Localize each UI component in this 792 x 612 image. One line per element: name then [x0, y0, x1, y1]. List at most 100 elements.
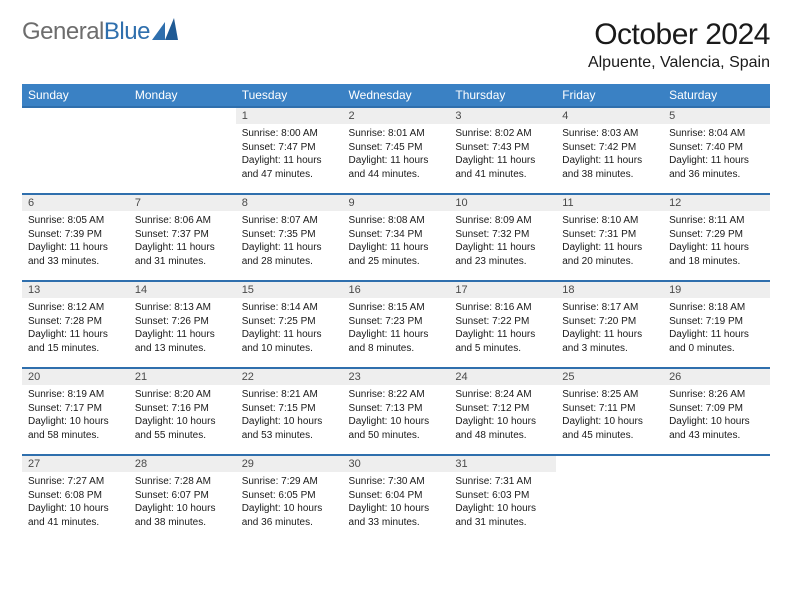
sunset-line: Sunset: 7:16 PM [135, 402, 230, 416]
brand-part2: Blue [104, 18, 150, 46]
sunrise-line: Sunrise: 8:22 AM [349, 388, 444, 402]
day-number-cell: 14 [129, 281, 236, 298]
daylight-line: Daylight: 11 hours and 5 minutes. [455, 328, 550, 355]
weekday-header: Monday [129, 84, 236, 107]
sunrise-line: Sunrise: 8:00 AM [242, 127, 337, 141]
day-number-cell [663, 455, 770, 472]
day-content-cell: Sunrise: 8:09 AMSunset: 7:32 PMDaylight:… [449, 211, 556, 281]
daylight-line: Daylight: 11 hours and 23 minutes. [455, 241, 550, 268]
day-number-row: 2728293031 [22, 455, 770, 472]
day-number-row: 13141516171819 [22, 281, 770, 298]
sunrise-line: Sunrise: 8:15 AM [349, 301, 444, 315]
month-title: October 2024 [588, 18, 770, 52]
sunrise-line: Sunrise: 8:14 AM [242, 301, 337, 315]
sunset-line: Sunset: 7:26 PM [135, 315, 230, 329]
day-number-cell: 10 [449, 194, 556, 211]
day-number-cell: 15 [236, 281, 343, 298]
sunset-line: Sunset: 7:13 PM [349, 402, 444, 416]
sunrise-line: Sunrise: 8:20 AM [135, 388, 230, 402]
day-number-cell: 17 [449, 281, 556, 298]
sunset-line: Sunset: 7:29 PM [669, 228, 764, 242]
weekday-header: Tuesday [236, 84, 343, 107]
day-number-cell: 1 [236, 107, 343, 124]
day-content-cell: Sunrise: 8:05 AMSunset: 7:39 PMDaylight:… [22, 211, 129, 281]
day-content-cell [129, 124, 236, 194]
sunset-line: Sunset: 7:40 PM [669, 141, 764, 155]
day-number-cell: 5 [663, 107, 770, 124]
sunrise-line: Sunrise: 7:31 AM [455, 475, 550, 489]
day-number-cell: 27 [22, 455, 129, 472]
sunset-line: Sunset: 7:09 PM [669, 402, 764, 416]
day-content-cell: Sunrise: 8:21 AMSunset: 7:15 PMDaylight:… [236, 385, 343, 455]
day-number-row: 6789101112 [22, 194, 770, 211]
daylight-line: Daylight: 10 hours and 48 minutes. [455, 415, 550, 442]
weekday-header: Friday [556, 84, 663, 107]
sunrise-line: Sunrise: 8:13 AM [135, 301, 230, 315]
daylight-line: Daylight: 10 hours and 58 minutes. [28, 415, 123, 442]
sunset-line: Sunset: 7:42 PM [562, 141, 657, 155]
day-number-cell: 31 [449, 455, 556, 472]
sunset-line: Sunset: 7:47 PM [242, 141, 337, 155]
day-content-cell: Sunrise: 8:10 AMSunset: 7:31 PMDaylight:… [556, 211, 663, 281]
sunrise-line: Sunrise: 8:08 AM [349, 214, 444, 228]
weekday-header: Wednesday [343, 84, 450, 107]
day-content-cell: Sunrise: 8:19 AMSunset: 7:17 PMDaylight:… [22, 385, 129, 455]
sunrise-line: Sunrise: 8:25 AM [562, 388, 657, 402]
day-content-cell: Sunrise: 8:08 AMSunset: 7:34 PMDaylight:… [343, 211, 450, 281]
weekday-header: Saturday [663, 84, 770, 107]
day-content-row: Sunrise: 8:19 AMSunset: 7:17 PMDaylight:… [22, 385, 770, 455]
calendar-table: SundayMondayTuesdayWednesdayThursdayFrid… [22, 84, 770, 542]
day-content-cell: Sunrise: 7:31 AMSunset: 6:03 PMDaylight:… [449, 472, 556, 542]
day-content-cell: Sunrise: 8:18 AMSunset: 7:19 PMDaylight:… [663, 298, 770, 368]
sunrise-line: Sunrise: 8:06 AM [135, 214, 230, 228]
day-content-cell: Sunrise: 8:11 AMSunset: 7:29 PMDaylight:… [663, 211, 770, 281]
day-content-cell: Sunrise: 8:22 AMSunset: 7:13 PMDaylight:… [343, 385, 450, 455]
day-number-cell: 23 [343, 368, 450, 385]
title-block: October 2024 Alpuente, Valencia, Spain [588, 18, 770, 72]
daylight-line: Daylight: 11 hours and 28 minutes. [242, 241, 337, 268]
sunrise-line: Sunrise: 8:24 AM [455, 388, 550, 402]
daylight-line: Daylight: 10 hours and 45 minutes. [562, 415, 657, 442]
day-content-cell: Sunrise: 8:15 AMSunset: 7:23 PMDaylight:… [343, 298, 450, 368]
sunrise-line: Sunrise: 8:09 AM [455, 214, 550, 228]
sunset-line: Sunset: 7:45 PM [349, 141, 444, 155]
sunrise-line: Sunrise: 7:27 AM [28, 475, 123, 489]
sunset-line: Sunset: 7:31 PM [562, 228, 657, 242]
sunset-line: Sunset: 6:03 PM [455, 489, 550, 503]
sunset-line: Sunset: 7:19 PM [669, 315, 764, 329]
day-number-cell: 4 [556, 107, 663, 124]
day-content-cell: Sunrise: 8:25 AMSunset: 7:11 PMDaylight:… [556, 385, 663, 455]
day-content-cell [556, 472, 663, 542]
day-content-cell: Sunrise: 8:13 AMSunset: 7:26 PMDaylight:… [129, 298, 236, 368]
day-number-cell: 11 [556, 194, 663, 211]
day-content-row: Sunrise: 8:00 AMSunset: 7:47 PMDaylight:… [22, 124, 770, 194]
day-content-cell: Sunrise: 8:20 AMSunset: 7:16 PMDaylight:… [129, 385, 236, 455]
sunset-line: Sunset: 7:39 PM [28, 228, 123, 242]
daylight-line: Daylight: 11 hours and 13 minutes. [135, 328, 230, 355]
day-number-cell: 7 [129, 194, 236, 211]
weekday-header-row: SundayMondayTuesdayWednesdayThursdayFrid… [22, 84, 770, 107]
sunrise-line: Sunrise: 7:29 AM [242, 475, 337, 489]
day-number-cell: 25 [556, 368, 663, 385]
daylight-line: Daylight: 11 hours and 31 minutes. [135, 241, 230, 268]
daylight-line: Daylight: 10 hours and 33 minutes. [349, 502, 444, 529]
location: Alpuente, Valencia, Spain [588, 54, 770, 72]
sunset-line: Sunset: 6:07 PM [135, 489, 230, 503]
sunset-line: Sunset: 7:17 PM [28, 402, 123, 416]
day-content-cell: Sunrise: 7:27 AMSunset: 6:08 PMDaylight:… [22, 472, 129, 542]
day-number-cell [556, 455, 663, 472]
day-content-cell: Sunrise: 8:16 AMSunset: 7:22 PMDaylight:… [449, 298, 556, 368]
daylight-line: Daylight: 10 hours and 38 minutes. [135, 502, 230, 529]
sunset-line: Sunset: 7:20 PM [562, 315, 657, 329]
day-content-row: Sunrise: 8:12 AMSunset: 7:28 PMDaylight:… [22, 298, 770, 368]
weekday-header: Thursday [449, 84, 556, 107]
day-content-cell [22, 124, 129, 194]
daylight-line: Daylight: 11 hours and 18 minutes. [669, 241, 764, 268]
day-number-cell: 26 [663, 368, 770, 385]
day-content-cell: Sunrise: 8:00 AMSunset: 7:47 PMDaylight:… [236, 124, 343, 194]
day-number-cell: 2 [343, 107, 450, 124]
day-content-cell: Sunrise: 7:30 AMSunset: 6:04 PMDaylight:… [343, 472, 450, 542]
day-content-cell: Sunrise: 8:06 AMSunset: 7:37 PMDaylight:… [129, 211, 236, 281]
day-number-cell: 16 [343, 281, 450, 298]
daylight-line: Daylight: 11 hours and 10 minutes. [242, 328, 337, 355]
